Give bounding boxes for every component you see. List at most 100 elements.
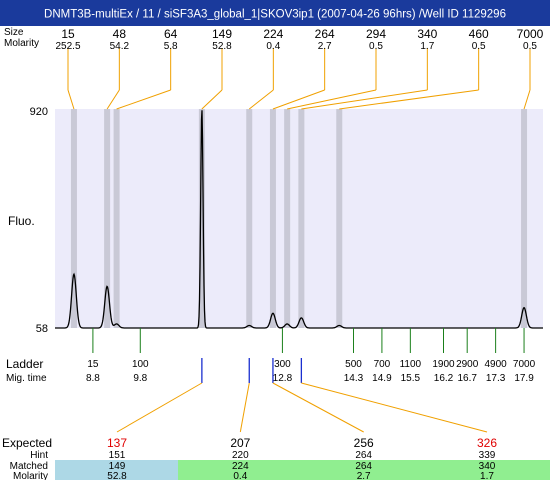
matched-molarity-value: 0.4 <box>233 471 247 480</box>
peak-bands <box>70 109 528 328</box>
peak-size-label: 48 <box>113 27 127 41</box>
expected-row-label: Expected <box>2 436 52 450</box>
matched-blue-band <box>55 460 178 480</box>
ladder-row: 15 8.8 100 9.8 300 12.8 500 14.3 700 14.9 1100 15.5… <box>86 328 536 384</box>
peak-guide-diagonal <box>523 89 531 110</box>
peak-guide-diagonal <box>116 89 171 110</box>
ladder-time-label: 16.2 <box>434 373 454 384</box>
expected-columns: 13715114952.82072202240.42562642642.7326… <box>107 358 497 480</box>
peak-size-label: 460 <box>469 27 489 41</box>
title-bar <box>0 0 550 26</box>
ladder-time-label: 12.8 <box>273 373 293 384</box>
peak-guide-diagonal <box>201 89 223 110</box>
match-guide-line <box>116 382 203 433</box>
expected-value: 207 <box>230 436 250 450</box>
matched-green-band <box>178 460 550 480</box>
peak-molarity-label: 54.2 <box>110 41 130 52</box>
y-tick-max: 920 <box>30 106 48 118</box>
peak-size-label: 224 <box>263 27 283 41</box>
y-tick-min: 58 <box>36 323 48 335</box>
ladder-time-label: 17.9 <box>514 373 534 384</box>
peak-size-label: 64 <box>164 27 178 41</box>
matched-row-label: Matched <box>10 461 48 472</box>
expected-value: 137 <box>107 436 127 450</box>
ladder-size-label: 7000 <box>513 359 536 370</box>
peak-band <box>521 109 528 328</box>
peak-size-label: 7000 <box>517 27 544 41</box>
ladder-size-label: 500 <box>345 359 362 370</box>
molarity-row-label: Molarity <box>4 38 39 49</box>
peak-size-label: 15 <box>61 27 75 41</box>
peak-molarity-label: 2.7 <box>318 41 332 52</box>
expected-value: 326 <box>477 436 497 450</box>
mig-time-row-label: Mig. time <box>6 373 47 384</box>
match-guide-line <box>272 382 364 433</box>
ladder-size-label: 100 <box>132 359 149 370</box>
match-guide-line <box>239 382 250 433</box>
ladder-time-label: 8.8 <box>86 373 100 384</box>
ladder-size-label: 1900 <box>432 359 455 370</box>
matched-value: 149 <box>109 461 126 472</box>
peak-size-label: 264 <box>315 27 335 41</box>
matched-molarity-value: 52.8 <box>107 471 127 480</box>
ladder-size-label: 700 <box>374 359 391 370</box>
ladder-time-label: 17.3 <box>486 373 506 384</box>
ladder-time-label: 14.3 <box>344 373 364 384</box>
ladder-size-label: 1100 <box>400 359 422 370</box>
peak-band <box>104 109 111 328</box>
ladder-row-label: Ladder <box>6 357 43 371</box>
peak-molarity-label: 0.5 <box>369 41 383 52</box>
matched-molarity-value: 2.7 <box>357 471 371 480</box>
fluorescence-trace <box>55 110 543 329</box>
peak-guide-diagonal <box>248 89 274 110</box>
ladder-size-label: 4900 <box>484 359 507 370</box>
peak-guide-diagonal <box>301 89 428 110</box>
hint-value: 339 <box>479 450 496 461</box>
fluo-axis-label: Fluo. <box>8 214 35 228</box>
hint-row-label: Hint <box>30 450 48 461</box>
matched-molarity-value: 1.7 <box>480 471 494 480</box>
matched-value: 264 <box>355 461 372 472</box>
match-guide-line <box>301 382 488 433</box>
peak-guide-diagonal <box>67 89 75 110</box>
peak-guide-diagonal <box>339 89 479 110</box>
peak-size-label: 149 <box>212 27 232 41</box>
ladder-time-label: 14.9 <box>372 373 392 384</box>
hint-value: 151 <box>109 450 126 461</box>
matched-value: 340 <box>479 461 496 472</box>
peak-band <box>336 109 343 328</box>
peak-size-label: 294 <box>366 27 386 41</box>
molarity-bottom-row-label: Molarity <box>13 471 48 480</box>
peak-molarity-label: 5.8 <box>164 41 178 52</box>
peak-band <box>269 109 276 328</box>
ladder-size-label: 2900 <box>456 359 479 370</box>
peak-guide-lines <box>67 48 531 110</box>
ladder-time-label: 9.8 <box>133 373 147 384</box>
peak-band <box>284 109 291 328</box>
peak-band <box>70 109 77 328</box>
chart-title: DNMT3B-multiEx / 11 / siSF3A3_global_1|S… <box>44 9 506 21</box>
peak-band <box>246 109 253 328</box>
expected-value: 256 <box>354 436 374 450</box>
peak-size-label: 340 <box>417 27 437 41</box>
peak-molarity-label: 252.5 <box>55 41 80 52</box>
ladder-time-label: 15.5 <box>401 373 421 384</box>
peak-band <box>298 109 305 328</box>
ladder-size-label: 15 <box>87 359 99 370</box>
peak-band <box>113 109 120 328</box>
matched-value: 224 <box>232 461 249 472</box>
peak-molarity-label: 0.5 <box>472 41 486 52</box>
peak-molarity-label: 1.7 <box>420 41 434 52</box>
peak-molarity-label: 0.4 <box>266 41 280 52</box>
peak-guide-diagonal <box>106 89 120 110</box>
hint-value: 220 <box>232 450 249 461</box>
peak-band <box>198 109 205 328</box>
peak-guide-diagonal <box>287 89 377 110</box>
size-row-label: Size <box>4 27 24 38</box>
hint-value: 264 <box>355 450 372 461</box>
peak-guide-diagonal <box>272 89 325 110</box>
ladder-time-label: 16.7 <box>457 373 477 384</box>
peak-molarity-label: 52.8 <box>212 41 232 52</box>
